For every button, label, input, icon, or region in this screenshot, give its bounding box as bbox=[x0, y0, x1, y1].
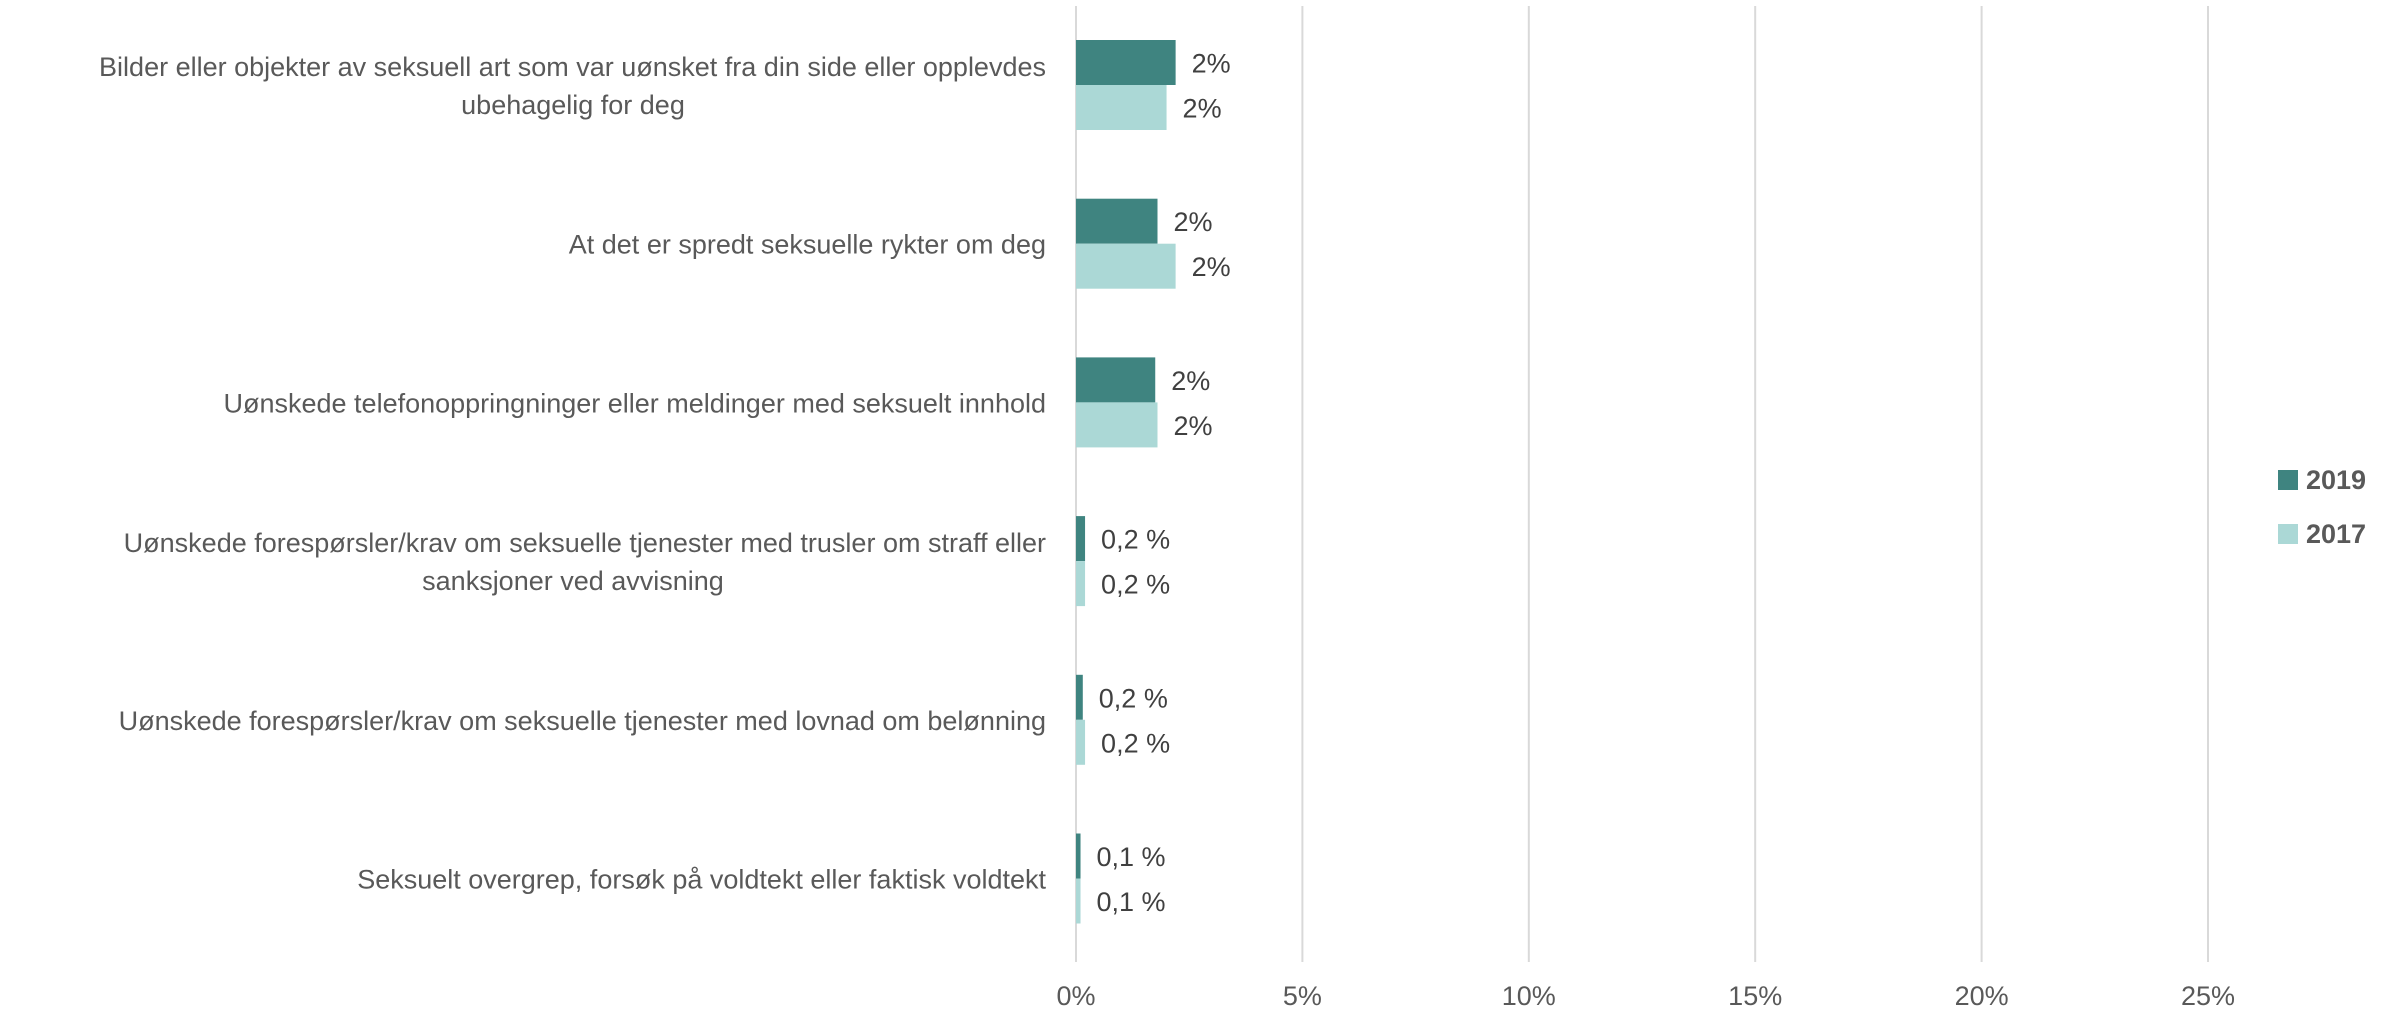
data-label: 0,2 % bbox=[1101, 570, 1170, 600]
x-tick-label: 25% bbox=[2181, 981, 2235, 1010]
data-label: 2% bbox=[1171, 366, 1210, 396]
x-tick-label: 5% bbox=[1283, 981, 1322, 1010]
category-label: Bilder eller objekter av seksuell art so… bbox=[99, 52, 1046, 120]
gridlines bbox=[1075, 6, 2209, 962]
category-label: At det er spredt seksuelle rykter om deg bbox=[569, 230, 1046, 260]
x-tick-label: 0% bbox=[1056, 981, 1095, 1010]
labels: 0% 5% 10% 15% 20% 25% 2% 2% Bilder eller objekte… bbox=[99, 49, 2235, 1010]
bar-2017 bbox=[1076, 243, 1176, 289]
data-label: 2% bbox=[1192, 252, 1231, 282]
x-tick-label: 20% bbox=[1955, 981, 2009, 1010]
category-label: Uønskede forespørsler/krav om seksuelle … bbox=[119, 706, 1046, 736]
legend-label: 2017 bbox=[2306, 519, 2366, 549]
bar-2017 bbox=[1076, 719, 1086, 765]
data-label: 2% bbox=[1174, 207, 1213, 237]
data-label: 2% bbox=[1192, 49, 1231, 79]
bar-2019 bbox=[1076, 516, 1086, 562]
bar-2019 bbox=[1076, 674, 1083, 720]
bar-2019 bbox=[1076, 357, 1156, 403]
data-label: 0,1 % bbox=[1097, 887, 1166, 917]
data-label: 2% bbox=[1183, 94, 1222, 124]
bar-2017 bbox=[1076, 561, 1086, 607]
data-label: 0,1 % bbox=[1097, 842, 1166, 872]
data-label: 0,2 % bbox=[1101, 728, 1170, 758]
x-tick-label: 10% bbox=[1502, 981, 1556, 1010]
bar-2017 bbox=[1076, 402, 1158, 448]
data-label: 0,2 % bbox=[1099, 683, 1168, 713]
bar-2019 bbox=[1076, 40, 1176, 85]
bar-2019 bbox=[1076, 833, 1081, 879]
bar-2019 bbox=[1076, 198, 1158, 244]
x-tick-label: 15% bbox=[1728, 981, 1782, 1010]
legend-swatch-2017 bbox=[2278, 524, 2298, 544]
bar-2017 bbox=[1076, 878, 1081, 924]
legend: 2019 2017 bbox=[2278, 465, 2366, 549]
category-label: Uønskede forespørsler/krav om seksuelle … bbox=[124, 528, 1046, 596]
legend-swatch-2019 bbox=[2278, 470, 2298, 490]
category-label: Seksuelt overgrep, forsøk på voldtekt el… bbox=[357, 865, 1046, 895]
bar-2017 bbox=[1076, 85, 1167, 130]
bars bbox=[1076, 40, 1176, 924]
data-label: 0,2 % bbox=[1101, 525, 1170, 555]
data-label: 2% bbox=[1174, 411, 1213, 441]
legend-label: 2019 bbox=[2306, 465, 2366, 495]
category-label: Uønskede telefonoppringninger eller meld… bbox=[224, 388, 1047, 418]
